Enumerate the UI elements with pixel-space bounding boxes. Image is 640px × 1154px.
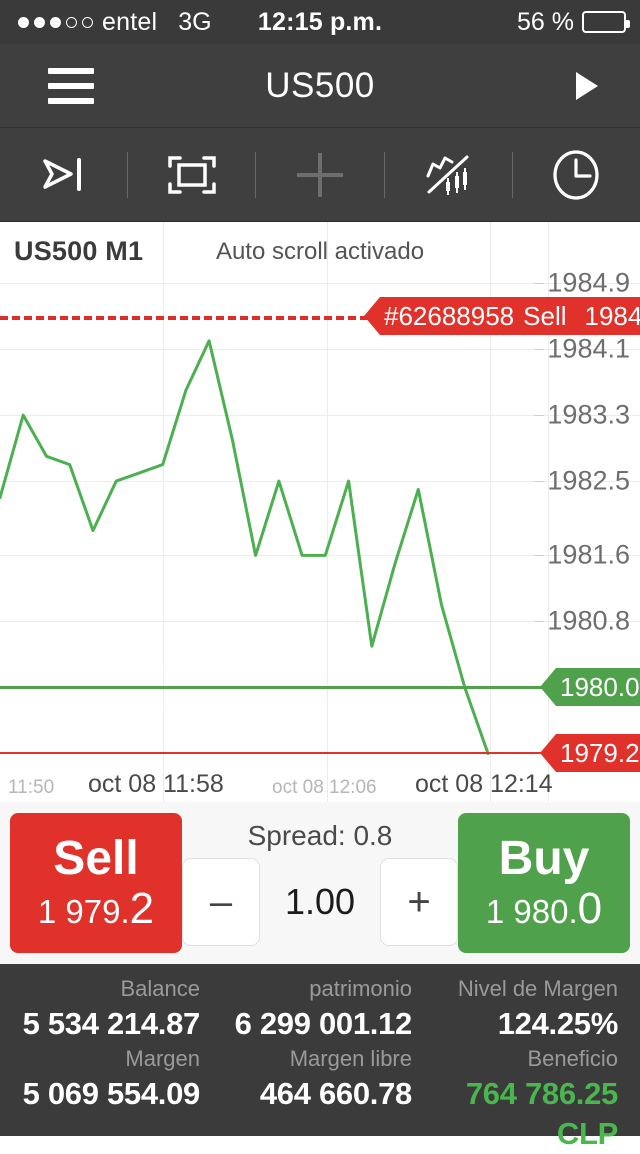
volume-controls: Spread: 0.8 – 1.00 + (182, 813, 458, 953)
account-metric-label: Beneficio (434, 1044, 618, 1074)
grid-line-horizontal (0, 555, 640, 556)
battery-percent: 56 % (517, 8, 574, 37)
account-metric-label: Nivel de Margen (434, 974, 618, 1004)
ask-price-badge: 1980.0 (540, 668, 640, 706)
autoscroll-icon[interactable] (0, 128, 127, 221)
volume-decrease-button[interactable]: – (182, 858, 260, 946)
price-axis-label: 1984.9 (547, 268, 630, 299)
grid-line-horizontal (0, 415, 640, 416)
buy-price-main: 1 980. (486, 895, 578, 928)
trade-panel: Sell 1 979.2 Spread: 0.8 – 1.00 + Buy 1 … (0, 802, 640, 964)
open-order-badge[interactable]: #62688958 Sell 1984.5 (364, 297, 640, 335)
price-axis-label: 1981.6 (547, 540, 630, 571)
price-axis-label: 1983.3 (547, 400, 630, 431)
grid-line-horizontal (0, 621, 640, 622)
time-axis-label: oct 08 12:14 (415, 770, 553, 799)
quantity-stepper: – 1.00 + (182, 858, 458, 946)
bid-price-badge: 1979.2 (540, 734, 640, 772)
order-price: 1984.5 (585, 301, 640, 332)
grid-line-horizontal (0, 481, 640, 482)
ask-price-value: 1980.0 (560, 672, 640, 703)
account-metric-label: patrimonio (228, 974, 412, 1004)
price-axis-label: 1984.1 (547, 334, 630, 365)
price-axis-tick (534, 415, 544, 416)
status-bar: entel 3G 12:15 p.m. 56 % (0, 0, 640, 44)
grid-line-horizontal (0, 283, 640, 284)
volume-increase-button[interactable]: + (380, 858, 458, 946)
crosshair-icon[interactable] (256, 128, 383, 221)
price-axis-tick (534, 555, 544, 556)
battery-icon (582, 11, 626, 33)
buy-button-label: Buy (499, 835, 590, 883)
timeframe-clock-icon[interactable] (513, 128, 640, 221)
price-axis-tick (534, 481, 544, 482)
grid-line-vertical (163, 222, 164, 802)
buy-button-price: 1 980.0 (486, 887, 602, 931)
sell-price-main: 1 979. (38, 895, 130, 928)
account-metric-value: 5 534 214.87 (16, 1004, 200, 1044)
order-side: Sell (523, 301, 566, 332)
autoscroll-status-text: Auto scroll activado (0, 238, 640, 266)
order-id: #62688958 (384, 301, 514, 332)
time-axis: 11:50 oct 08 11:58 oct 08 12:06 oct 08 12:1… (0, 768, 640, 802)
account-metric-value: 5 069 554.09 (16, 1074, 200, 1114)
buy-button[interactable]: Buy 1 980.0 (458, 813, 630, 953)
chart-toolbar (0, 128, 640, 222)
time-axis-label: 11:50 (8, 777, 54, 799)
account-metric-label: Margen (16, 1044, 200, 1074)
volume-value[interactable]: 1.00 (274, 881, 366, 923)
play-triangle-icon[interactable] (576, 72, 598, 100)
account-metric-label: Margen libre (228, 1044, 412, 1074)
account-metric-label: Balance (16, 974, 200, 1004)
time-axis-label: oct 08 12:06 (272, 777, 377, 799)
account-metric-value: 124.25% (434, 1004, 618, 1044)
sell-button[interactable]: Sell 1 979.2 (10, 813, 182, 953)
bid-price-value: 1979.2 (560, 738, 640, 769)
time-axis-label: oct 08 11:58 (88, 770, 224, 799)
page-title: US500 (0, 66, 640, 106)
price-axis-tick (534, 349, 544, 350)
status-bar-right: 56 % (517, 8, 626, 37)
grid-line-horizontal (0, 349, 640, 350)
price-axis-label: 1982.5 (547, 466, 630, 497)
account-metric-value: 6 299 001.12 (228, 1004, 412, 1044)
price-axis-label: 1980.8 (547, 606, 630, 637)
navigation-bar: US500 (0, 44, 640, 128)
account-metric-value: 764 786.25 CLP (434, 1074, 618, 1154)
price-axis-tick (534, 283, 544, 284)
price-axis-tick (534, 621, 544, 622)
fit-chart-icon[interactable] (128, 128, 255, 221)
chart-type-icon[interactable] (385, 128, 512, 221)
sell-button-label: Sell (53, 835, 138, 883)
open-order-price-line (0, 316, 368, 320)
spread-label: Spread: 0.8 (248, 820, 393, 852)
sell-price-last-digit: 2 (130, 887, 154, 931)
grid-line-vertical (327, 222, 328, 802)
account-metric-value: 464 660.78 (228, 1074, 412, 1114)
sell-button-price: 1 979.2 (38, 887, 154, 931)
buy-price-last-digit: 0 (578, 887, 602, 931)
